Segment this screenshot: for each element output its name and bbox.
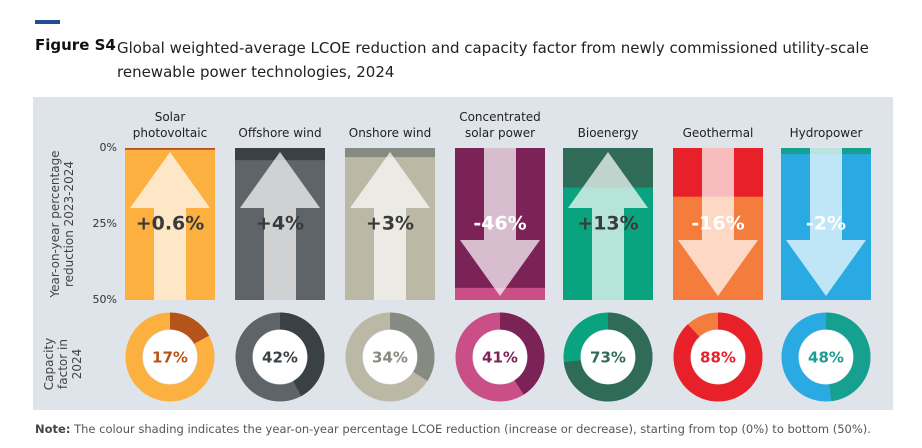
value-label: +3%: [366, 213, 414, 235]
note: Note: The colour shading indicates the y…: [35, 422, 871, 436]
y-tick-label: 0%: [100, 141, 117, 154]
capacity-label: 88%: [700, 349, 736, 367]
category-label: Geothermal: [682, 126, 754, 140]
category-label: Offshore wind: [238, 126, 322, 140]
donut-segment: [563, 312, 653, 402]
donut-segment: [125, 312, 215, 402]
arrow: [786, 148, 866, 296]
capacity-label: 41%: [482, 349, 518, 367]
value-label: +0.6%: [136, 213, 205, 235]
bar: [125, 148, 215, 150]
arrow: [568, 152, 648, 300]
value-label: -16%: [691, 213, 744, 235]
arrow: [678, 148, 758, 296]
value-label: -2%: [806, 213, 846, 235]
donut-hole: [253, 330, 307, 384]
donut-segment: [455, 312, 545, 402]
note-label: Note:: [35, 422, 71, 436]
chart-title: Global weighted-average LCOE reduction a…: [117, 39, 869, 81]
donut-segment: [781, 312, 871, 402]
category-label: Hydropower: [789, 126, 863, 140]
y-tick-label: 50%: [93, 293, 117, 306]
donut-hole: [799, 330, 853, 384]
figure-label: Figure S4: [35, 36, 116, 54]
donut-hole: [143, 330, 197, 384]
capacity-label: 34%: [372, 349, 408, 367]
y-tick-label: 25%: [93, 217, 117, 230]
capacity-label: 73%: [590, 349, 626, 367]
capacity-label: 42%: [262, 349, 298, 367]
category-label: Concentrated solar power: [459, 110, 541, 140]
arrow: [460, 148, 540, 296]
donut-segment: [673, 312, 763, 402]
value-label: -46%: [473, 213, 526, 235]
accent-bar: [35, 20, 60, 24]
note-text: The colour shading indicates the year-on…: [74, 422, 871, 436]
category-label: Bioenergy: [577, 126, 639, 140]
donut-hole: [363, 330, 417, 384]
donut-segment: [235, 312, 325, 402]
category-label: Onshore wind: [348, 126, 432, 140]
donut-hole: [691, 330, 745, 384]
arrow: [240, 152, 320, 300]
value-label: +13%: [577, 213, 638, 235]
capacity-label: 48%: [808, 349, 844, 367]
donut-segment: [345, 312, 435, 402]
arrow: [130, 152, 210, 300]
value-label: +4%: [256, 213, 304, 235]
category-label: Solar photovoltaic: [132, 110, 208, 140]
arrow: [350, 152, 430, 300]
capacity-label: 17%: [152, 349, 188, 367]
donut-hole: [473, 330, 527, 384]
donut-hole: [581, 330, 635, 384]
